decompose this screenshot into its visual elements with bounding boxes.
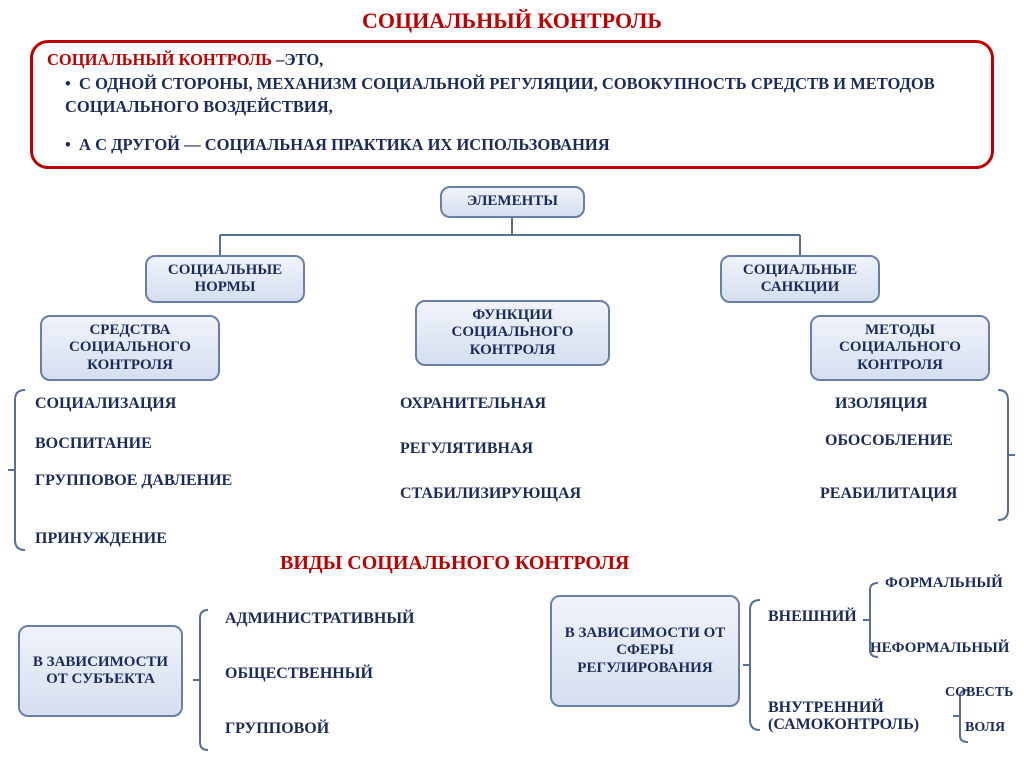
sphere-internal: ВНУТРЕННИЙ(САМОКОНТРОЛЬ) — [768, 700, 919, 734]
definition-bullet-1: • С ОДНОЙ СТОРОНЫ, МЕХАНИЗМ СОЦИАЛЬНОЙ Р… — [65, 73, 977, 118]
func-item: ОХРАНИТЕЛЬНАЯ — [400, 395, 546, 413]
sphere-formal: ФОРМАЛЬНЫЙ — [885, 575, 1003, 592]
means-item: СОЦИАЛИЗАЦИЯ — [35, 395, 176, 413]
node-norms: СОЦИАЛЬНЫЕ НОРМЫ — [145, 255, 305, 303]
node-sanctions: СОЦИАЛЬНЫЕ САНКЦИИ — [720, 255, 880, 303]
node-functions: ФУНКЦИИ СОЦИАЛЬНОГО КОНТРОЛЯ — [415, 300, 610, 366]
sphere-will: ВОЛЯ — [965, 720, 1005, 735]
subject-item: ОБЩЕСТВЕННЫЙ — [225, 665, 373, 683]
subject-item: АДМИНИСТРАТИВНЫЙ — [225, 610, 415, 628]
definition-bullet-2: • А С ДРУГОЙ — СОЦИАЛЬНАЯ ПРАКТИКА ИХ ИС… — [65, 134, 977, 156]
means-item: ПРИНУЖДЕНИЕ — [35, 530, 167, 548]
definition-box: СОЦИАЛЬНЫЙ КОНТРОЛЬ –ЭТО, • С ОДНОЙ СТОР… — [30, 40, 994, 169]
sphere-informal: НЕФОРМАЛЬНЫЙ — [870, 640, 1009, 657]
node-by-subject: В ЗАВИСИМОСТИ ОТ СУБЪЕКТА — [18, 625, 183, 717]
page-title: СОЦИАЛЬНЫЙ КОНТРОЛЬ — [0, 0, 1024, 34]
node-elements: ЭЛЕМЕНТЫ — [440, 186, 585, 218]
means-item: ГРУППОВОЕ ДАВЛЕНИЕ — [35, 473, 232, 490]
subtitle-types: ВИДЫ СОЦИАЛЬНОГО КОНТРОЛЯ — [280, 552, 629, 575]
method-item: ИЗОЛЯЦИЯ — [835, 395, 927, 413]
definition-lead: СОЦИАЛЬНЫЙ КОНТРОЛЬ — [47, 50, 272, 69]
func-item: РЕГУЛЯТИВНАЯ — [400, 440, 533, 458]
subject-item: ГРУППОВОЙ — [225, 720, 329, 738]
sphere-conscience: СОВЕСТЬ — [945, 685, 1013, 700]
node-means: СРЕДСТВА СОЦИАЛЬНОГО КОНТРОЛЯ — [40, 315, 220, 381]
definition-lead-suffix: –ЭТО, — [272, 50, 323, 69]
means-item: ВОСПИТАНИЕ — [35, 435, 152, 453]
method-item: РЕАБИЛИТАЦИЯ — [820, 485, 957, 503]
node-methods: МЕТОДЫ СОЦИАЛЬНОГО КОНТРОЛЯ — [810, 315, 990, 381]
node-by-sphere: В ЗАВИСИМОСТИ ОТ СФЕРЫ РЕГУЛИРОВАНИЯ — [550, 595, 740, 707]
sphere-external: ВНЕШНИЙ — [768, 608, 857, 626]
func-item: СТАБИЛИЗИРУЮЩАЯ — [400, 485, 581, 503]
method-item: ОБОСОБЛЕНИЕ — [825, 432, 953, 450]
